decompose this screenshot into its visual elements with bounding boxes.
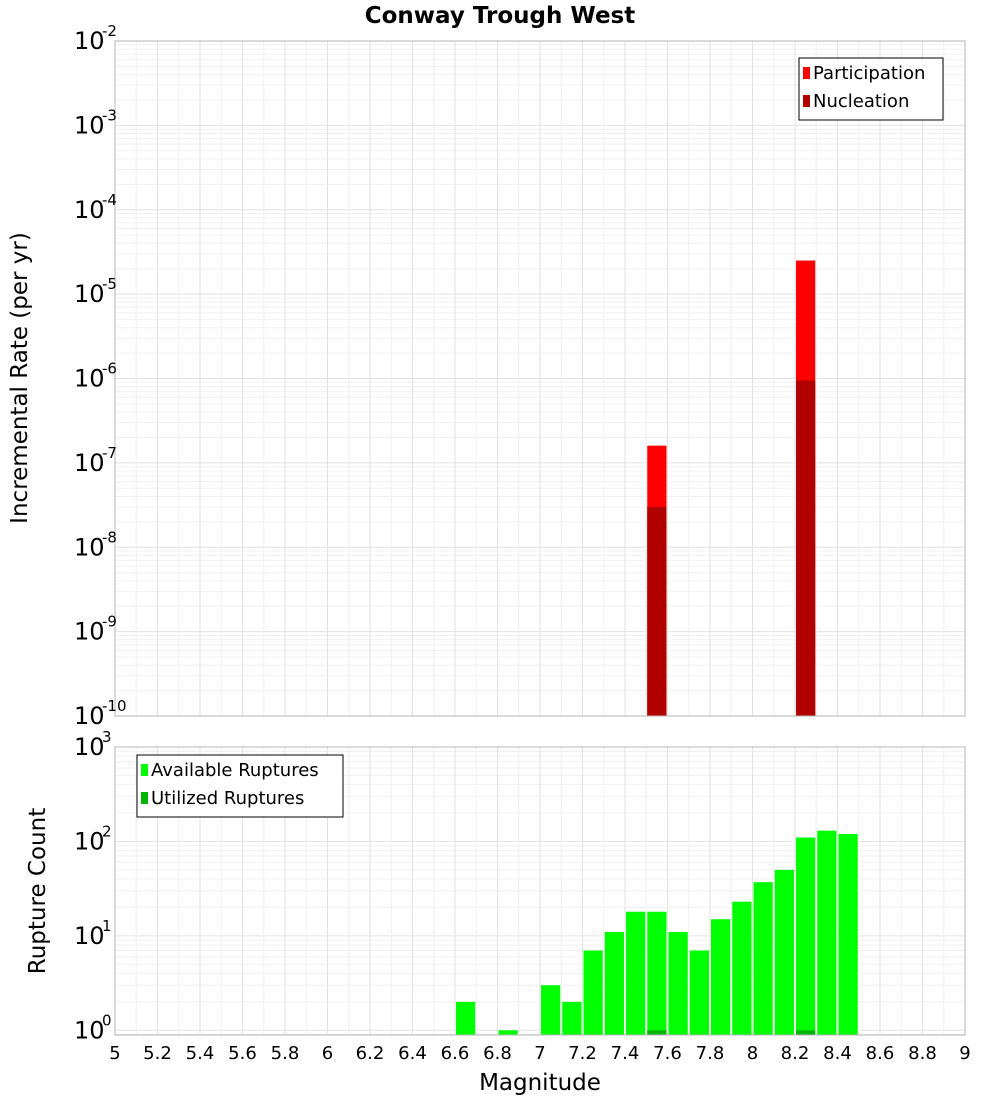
bar-available-ruptures bbox=[732, 901, 752, 1035]
x-tick-label: 5.6 bbox=[228, 1043, 257, 1064]
x-tick-label: 6.4 bbox=[398, 1043, 427, 1064]
y-tick-exponent: -9 bbox=[102, 613, 117, 631]
bar-available-ruptures bbox=[456, 1001, 476, 1035]
y-tick-exponent: -5 bbox=[102, 275, 117, 293]
y-tick-exponent: -10 bbox=[102, 697, 127, 715]
bar-available-ruptures bbox=[711, 919, 731, 1035]
legend-label: Utilized Ruptures bbox=[151, 788, 304, 809]
x-axis-ticks: 5 5.2 5.4 5.6 5.8 6 6.2 6.4 6.6 6.8 7 7.2 7.4 7.6 7.8 8… bbox=[109, 1043, 970, 1064]
y-tick-label: 10 bbox=[74, 111, 105, 139]
bar-utilized-ruptures bbox=[796, 1030, 816, 1035]
x-tick-label: 6.6 bbox=[441, 1043, 470, 1064]
x-axis-label: Magnitude bbox=[479, 1070, 601, 1096]
bar-available-ruptures bbox=[838, 833, 858, 1035]
x-tick-label: 7.8 bbox=[696, 1043, 725, 1064]
x-tick-label: 8.4 bbox=[823, 1043, 852, 1064]
legend-label: Participation bbox=[813, 63, 925, 84]
legend: Participation Nucleation bbox=[798, 57, 944, 121]
chart-title: Conway Trough West bbox=[365, 3, 635, 29]
y-tick-exponent: -7 bbox=[102, 444, 117, 462]
legend-box bbox=[136, 754, 344, 818]
plot-frame bbox=[114, 40, 966, 717]
bar-utilized-ruptures bbox=[647, 1030, 667, 1035]
plot-frame bbox=[114, 746, 966, 1036]
x-tick-label: 5.4 bbox=[186, 1043, 215, 1064]
x-tick-label: 5.2 bbox=[143, 1043, 172, 1064]
y-tick-label: 10 bbox=[74, 618, 105, 646]
bar-available-ruptures bbox=[668, 931, 688, 1035]
y-tick-exponent: 2 bbox=[102, 822, 112, 840]
legend-swatch bbox=[141, 764, 148, 776]
y-tick-exponent: 3 bbox=[102, 728, 112, 746]
x-tick-label: 7 bbox=[534, 1043, 545, 1064]
bar-available-ruptures bbox=[498, 1030, 518, 1035]
bar-available-ruptures bbox=[647, 911, 667, 1035]
x-tick-label: 6.8 bbox=[483, 1043, 512, 1064]
bar-available-ruptures bbox=[604, 931, 624, 1035]
legend: Available Ruptures Utilized Ruptures bbox=[136, 754, 344, 818]
y-tick-label: 10 bbox=[74, 365, 105, 393]
x-tick-label: 5 bbox=[109, 1043, 120, 1064]
bar-available-ruptures bbox=[753, 882, 773, 1035]
x-tick-label: 6.2 bbox=[356, 1043, 385, 1064]
bar-available-ruptures bbox=[626, 911, 646, 1035]
grid bbox=[114, 40, 966, 717]
bar-available-ruptures bbox=[796, 837, 816, 1035]
y-tick-exponent: -4 bbox=[102, 191, 117, 209]
bar-nucleation bbox=[647, 506, 667, 716]
bar-available-ruptures bbox=[817, 830, 837, 1035]
y-tick-exponent: -2 bbox=[102, 22, 117, 40]
x-tick-label: 7.2 bbox=[568, 1043, 597, 1064]
y-tick-label: 10 bbox=[74, 827, 105, 855]
x-tick-label: 9 bbox=[959, 1043, 970, 1064]
y-tick-exponent: 0 bbox=[102, 1011, 112, 1029]
y-tick-label: 10 bbox=[74, 533, 105, 561]
y-tick-exponent: -3 bbox=[102, 106, 117, 124]
legend-box bbox=[798, 57, 944, 121]
legend-swatch bbox=[141, 792, 148, 804]
x-tick-label: 7.6 bbox=[653, 1043, 682, 1064]
bar-available-ruptures bbox=[562, 1001, 582, 1035]
y-tick-exponent: 1 bbox=[102, 917, 112, 935]
x-tick-label: 8.8 bbox=[908, 1043, 937, 1064]
y-tick-label: 10 bbox=[74, 449, 105, 477]
bar-available-ruptures bbox=[774, 869, 794, 1035]
x-tick-label: 6 bbox=[322, 1043, 333, 1064]
x-tick-label: 8.2 bbox=[781, 1043, 810, 1064]
top-panel-rate-plot: 10-1010-910-810-710-610-510-410-310-2Par… bbox=[74, 22, 966, 730]
x-tick-label: 7.4 bbox=[611, 1043, 640, 1064]
y-tick-label: 10 bbox=[74, 922, 105, 950]
y-tick-label: 10 bbox=[74, 1016, 105, 1044]
y-tick-exponent: -6 bbox=[102, 360, 117, 378]
bar-available-ruptures bbox=[541, 985, 561, 1035]
bar-nucleation bbox=[796, 380, 816, 716]
x-tick-label: 8.6 bbox=[866, 1043, 895, 1064]
legend-label: Available Ruptures bbox=[151, 760, 319, 781]
bar-available-ruptures bbox=[689, 950, 709, 1035]
series-nucleation bbox=[647, 380, 816, 716]
y-tick-label: 10 bbox=[74, 733, 105, 761]
legend-label: Nucleation bbox=[813, 91, 909, 112]
bottom-y-axis-label: Rupture Count bbox=[25, 808, 51, 974]
y-tick-label: 10 bbox=[74, 702, 105, 730]
y-tick-label: 10 bbox=[74, 280, 105, 308]
x-tick-label: 8 bbox=[747, 1043, 758, 1064]
legend-swatch bbox=[803, 67, 810, 79]
y-tick-label: 10 bbox=[74, 27, 105, 55]
bar-available-ruptures bbox=[583, 950, 603, 1035]
legend-swatch bbox=[803, 95, 810, 107]
top-y-axis-label: Incremental Rate (per yr) bbox=[7, 232, 33, 524]
x-tick-label: 5.8 bbox=[271, 1043, 300, 1064]
series-utilized-ruptures bbox=[647, 1030, 816, 1035]
y-tick-exponent: -8 bbox=[102, 528, 117, 546]
y-tick-label: 10 bbox=[74, 196, 105, 224]
series-available-ruptures bbox=[456, 830, 858, 1035]
